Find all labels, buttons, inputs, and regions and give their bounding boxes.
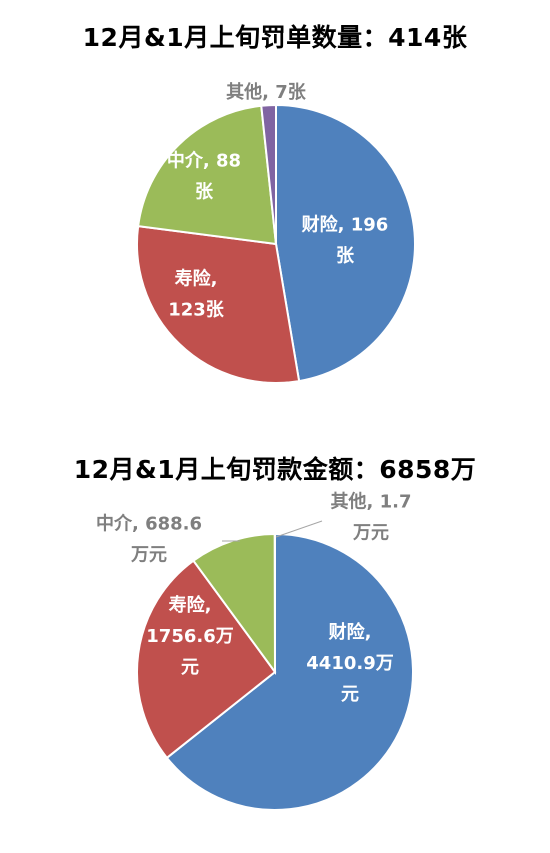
data-label-line-1-0-0: 财险, (329, 621, 372, 643)
data-label-0-2: 中介, 88 张 (167, 150, 241, 203)
data-label-line-0-3-0: 其他, 7张 (226, 81, 307, 103)
data-label-0-3: 其他, 7张 (226, 81, 307, 103)
pie-slice-0-0 (275, 103, 416, 383)
leader-line-1-1 (275, 520, 323, 538)
pie-slice-1-0 (165, 532, 414, 811)
data-label-line-0-0-0: 财险, 196 (302, 214, 389, 236)
data-label-line-1-3-0: 其他, 1.7 (331, 491, 412, 513)
pie-slice-1-1 (136, 559, 277, 760)
data-label-line-1-2-0: 中介, 688.6 (96, 513, 202, 535)
data-label-line-1-0-1: 4410.9万 (306, 653, 393, 674)
pie-slice-0-3 (260, 103, 277, 245)
data-label-line-0-0-1: 张 (336, 246, 355, 267)
data-label-0-0: 财险, 196 张 (302, 214, 389, 267)
data-label-line-1-3-1: 万元 (352, 523, 389, 544)
data-label-1-0: 财险, 4410.9万元 (306, 621, 393, 705)
data-label-1-3: 其他, 1.7 万元 (331, 491, 412, 544)
data-label-line-1-1-1: 1756.6万 (146, 626, 233, 647)
data-label-line-1-1-2: 元 (181, 657, 199, 678)
data-label-line-1-0-2: 元 (341, 684, 359, 705)
pie-slice-0-2 (137, 104, 278, 246)
chart-title-fine-amount: 12月&1月上旬罚款金额：6858万 (73, 455, 477, 484)
chart-title-fine-count: 12月&1月上旬罚单数量：414张 (82, 23, 468, 52)
data-label-1-2: 中介, 688.6 万元 (96, 513, 202, 566)
data-label-line-0-1-1: 123张 (168, 300, 225, 321)
data-label-line-0-2-1: 张 (195, 182, 214, 203)
data-label-line-0-2-0: 中介, 88 (167, 150, 241, 172)
data-label-1-1: 寿险, 1756.6万元 (146, 594, 233, 678)
pie-slice-0-1 (136, 224, 301, 384)
data-label-line-1-1-0: 寿险, (169, 594, 212, 616)
data-label-line-0-1-0: 寿险, (175, 268, 218, 290)
data-label-line-1-2-1: 万元 (130, 545, 167, 566)
data-label-0-1: 寿险, 123张 (168, 268, 225, 321)
